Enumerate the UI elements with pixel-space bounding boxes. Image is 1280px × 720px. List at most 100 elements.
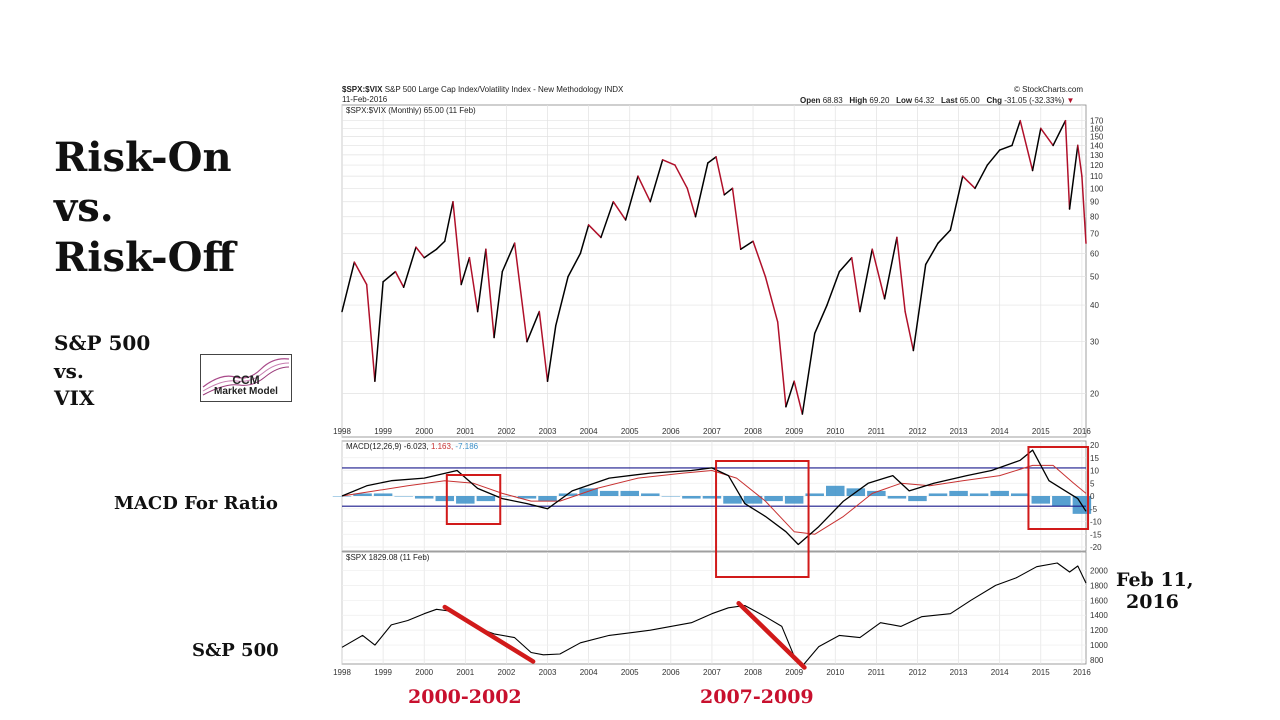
histogram-bar [1031,496,1051,504]
ratio-line-segment [538,310,549,382]
axis-labels: 1998199819991999200020002001200120022002… [333,117,1108,677]
ratio-year-tick-label: 1999 [374,427,392,436]
ratio-year-tick-label: 2005 [621,427,639,436]
ratio-line-segment [1064,119,1071,210]
spx-y-tick-label: 1400 [1090,611,1108,620]
highlight-box-2015 [1027,446,1090,530]
ratio-y-tick-label: 100 [1090,184,1104,193]
ratio-line-segment [859,248,874,313]
spx-y-tick-label: 1200 [1090,626,1108,635]
ratio-line-segment [649,159,664,203]
histogram-bar [1010,493,1030,496]
macd-line [341,449,1087,546]
open-label: Open [800,96,821,105]
low-value: 64.32 [914,96,935,105]
ratio-line-segment [587,224,602,239]
ratio-line-segment [896,236,906,313]
ratio-line-segment [612,200,627,221]
spx-year-tick-label: 2003 [539,668,557,677]
logo-subtitle: Market Model [214,386,278,397]
ratio-year-tick-label: 2016 [1073,427,1091,436]
macd-y-tick-label: -5 [1090,505,1098,514]
histogram-bar [373,493,393,496]
spx-year-tick-label: 2008 [744,668,762,677]
spx-side-label: S&P 500 [192,640,279,661]
spx-panel-frame [341,551,1087,665]
macd-signal-line [341,464,1087,535]
histogram-bar [784,496,804,504]
spx-year-tick-label: 2004 [580,668,598,677]
macd-legend-value: MACD(12,26,9) -6.023, [346,442,429,451]
series-lines [341,119,1087,667]
chart-header-title: $SPX:$VIX S&P 500 Large Cap Index/Volati… [342,85,623,94]
ratio-line-segment [579,224,590,255]
histogram-bar [764,496,783,502]
spx-y-tick-label: 1800 [1090,581,1108,590]
ratio-line-segment [468,256,479,313]
ratio-line-segment [546,324,557,382]
ratio-y-tick-label: 140 [1090,141,1104,150]
spx-y-tick-label: 2000 [1090,566,1108,575]
trend-line-2000-2002 [442,604,536,664]
subtitle-vs: vs. [54,359,84,383]
histogram-bar [497,496,516,497]
ratio-line-segment [415,246,425,259]
open-value: 68.83 [822,96,843,105]
ratio-line-segment [871,248,886,300]
down-arrow-icon: ▼ [1066,96,1075,105]
ratio-line-segment [850,256,861,313]
histogram-bar [990,490,1009,496]
ratio-y-tick-label: 120 [1090,161,1104,170]
ratio-line-segment [674,164,689,190]
histogram-bar [558,493,578,496]
spx-y-tick-label: 1000 [1090,641,1108,650]
ratio-line-segment [883,236,898,300]
ratio-line-segment [394,270,405,288]
ratio-line-segment [567,252,582,278]
histogram-bar [538,496,557,502]
macd-histogram [332,485,1092,514]
histogram-bar [969,493,989,496]
ratio-year-tick-label: 2015 [1032,427,1050,436]
histogram-bar [949,490,968,496]
ratio-line-segment [686,187,697,218]
ratio-line-segment [998,144,1013,151]
title-risk-on: Risk-On [54,134,232,181]
chg-value: -31.05 (-32.33%) [1004,96,1065,105]
ratio-line-segment [554,275,569,327]
ratio-y-tick-label: 160 [1090,124,1104,133]
last-value: 65.00 [959,96,980,105]
ratio-line-segment [752,240,767,278]
ratio-year-tick-label: 2006 [662,427,680,436]
macd-side-label: MACD For Ratio [114,493,278,514]
chart-symbol: $SPX:$VIX [342,85,383,94]
ratio-y-tick-label: 20 [1090,389,1099,398]
ratio-line-segment [341,261,356,313]
ratio-year-tick-label: 2012 [909,427,927,436]
histogram-bar [805,493,824,496]
spx-line [341,562,1087,667]
histogram-bar [887,496,907,499]
spx-year-tick-label: 2009 [785,668,803,677]
ratio-line-segment [476,248,487,313]
gridlines [341,105,1086,664]
period-label-2000-2002: 2000-2002 [408,686,522,708]
ratio-line-segment [460,256,471,286]
ratio-y-tick-label: 150 [1090,133,1104,142]
title-risk-off: Risk-Off [54,234,236,281]
spx-year-tick-label: 2001 [456,668,474,677]
macd-y-tick-label: 5 [1090,479,1095,488]
histogram-bar [702,496,722,499]
histogram-bar [476,496,496,502]
ratio-y-tick-label: 50 [1090,273,1099,282]
histogram-bar [826,485,845,496]
last-label: Last [941,96,958,105]
ratio-year-tick-label: 2008 [744,427,762,436]
ratio-year-tick-label: 2004 [580,427,598,436]
spx-year-tick-label: 2002 [498,668,516,677]
ratio-line-segment [974,164,989,190]
histogram-bar [743,496,763,504]
histogram-bar [641,493,660,496]
ratio-year-tick-label: 2014 [991,427,1009,436]
